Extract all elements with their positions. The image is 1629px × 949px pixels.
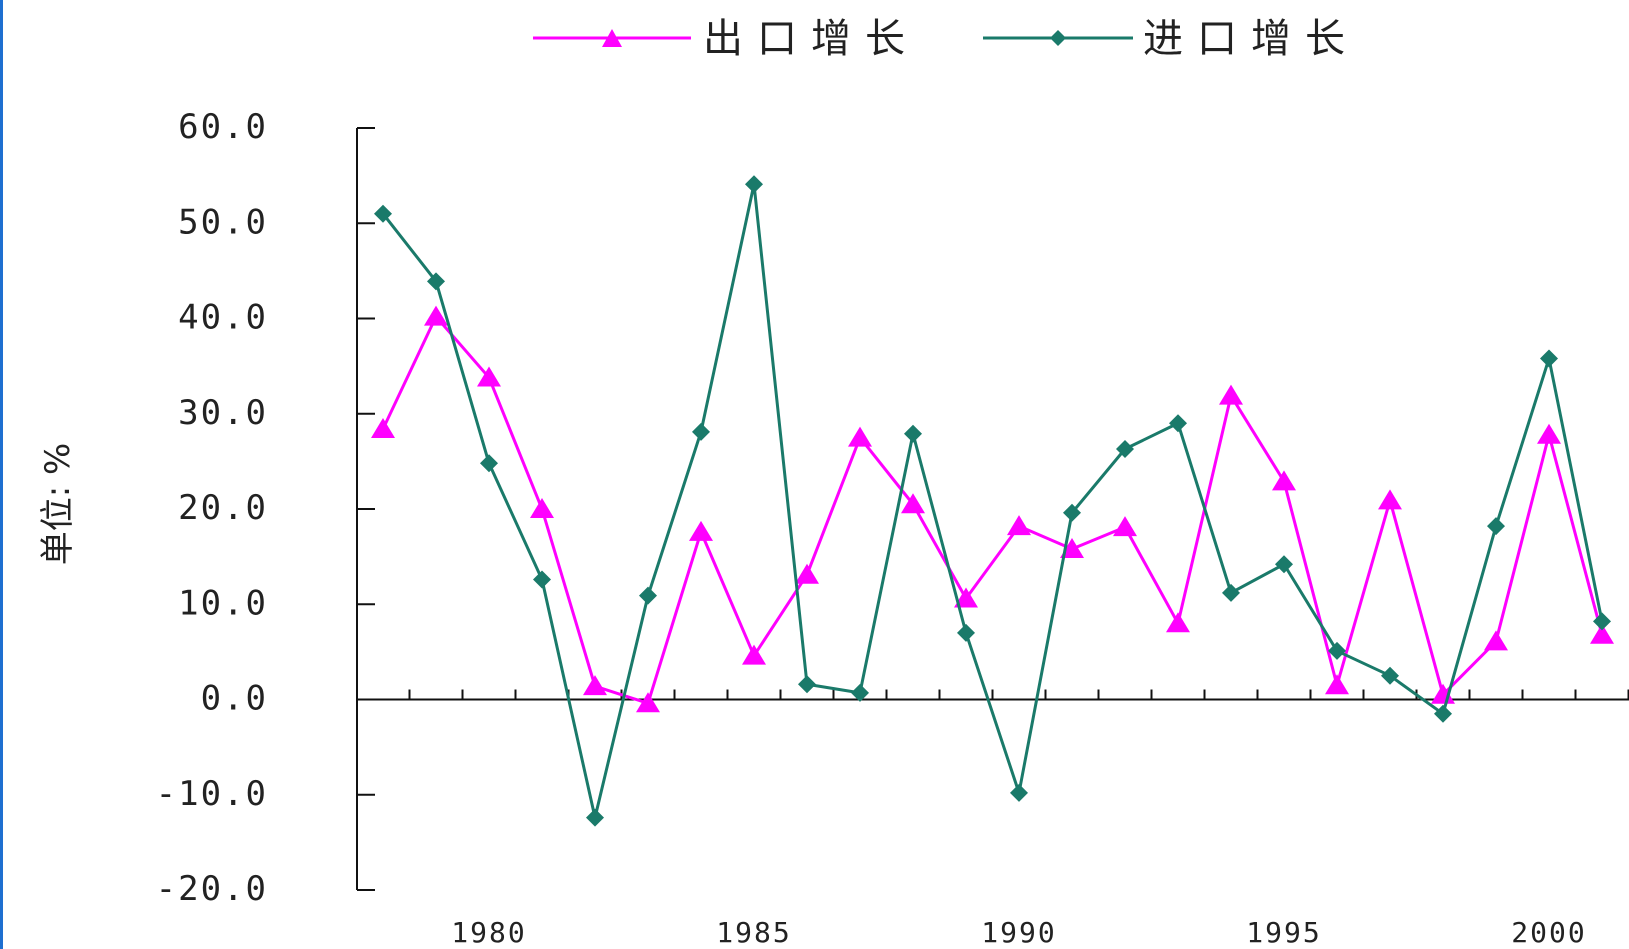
data-point-import <box>1275 555 1293 574</box>
legend-export-label: 出口增长 <box>703 16 919 62</box>
legend: 出口增长 进口增长 <box>533 16 1359 62</box>
data-point-import <box>586 808 604 827</box>
data-point-export <box>1113 516 1137 537</box>
data-point-import <box>1434 704 1452 723</box>
data-point-export <box>636 692 660 713</box>
data-point-export <box>371 417 395 438</box>
data-point-import <box>374 204 392 223</box>
data-point-export <box>954 587 978 608</box>
x-tick-label: 1990 <box>981 916 1056 949</box>
data-point-import <box>1063 503 1081 522</box>
data-point-export <box>689 520 713 541</box>
data-point-export <box>1378 489 1402 510</box>
data-point-export <box>1325 674 1349 695</box>
y-tick-label: 40.0 <box>178 298 268 338</box>
y-axis-label: 单位: % <box>38 443 78 566</box>
data-point-export <box>583 675 607 696</box>
x-tick-label: 1985 <box>716 916 791 949</box>
data-point-import <box>745 175 763 194</box>
data-point-export <box>477 366 501 387</box>
data-point-export <box>1431 683 1455 704</box>
data-point-export <box>1537 423 1561 444</box>
legend-import-label: 进口增长 <box>1143 16 1359 62</box>
data-point-import <box>851 683 869 702</box>
x-tick-label: 1980 <box>451 916 526 949</box>
y-tick-label: 60.0 <box>178 107 268 147</box>
data-point-import <box>1328 641 1346 660</box>
data-point-export <box>795 563 819 584</box>
data-point-import <box>1593 612 1611 631</box>
data-point-export <box>1590 623 1614 644</box>
data-point-import <box>427 272 445 291</box>
data-point-export <box>1060 538 1084 559</box>
data-point-import <box>1116 439 1134 458</box>
x-tick-label: 1995 <box>1246 916 1321 949</box>
data-point-import <box>1540 349 1558 368</box>
data-point-import <box>1222 583 1240 602</box>
data-point-import <box>1381 666 1399 685</box>
legend-import-marker <box>1050 30 1066 46</box>
series-line-export <box>381 315 1604 705</box>
y-tick-label: 0.0 <box>201 679 268 719</box>
series-group <box>371 175 1614 827</box>
y-tick-label: 20.0 <box>178 488 268 528</box>
data-point-export <box>424 305 448 326</box>
data-point-export <box>1484 630 1508 651</box>
legend-export-marker <box>602 29 622 47</box>
data-point-import <box>480 454 498 473</box>
data-point-export <box>848 426 872 447</box>
data-point-import <box>904 424 922 443</box>
data-point-export <box>530 498 554 518</box>
x-tick-label: 2000 <box>1511 916 1586 949</box>
data-point-export <box>742 644 766 665</box>
data-point-import <box>1487 517 1505 536</box>
data-point-import <box>639 586 657 605</box>
data-point-export <box>1272 470 1296 491</box>
data-point-import <box>1169 414 1187 433</box>
data-point-export <box>901 493 925 514</box>
data-point-export <box>1166 612 1190 633</box>
data-point-import <box>798 675 816 694</box>
data-point-import <box>1010 783 1028 802</box>
data-point-export <box>1219 384 1243 405</box>
data-point-import <box>533 570 551 589</box>
y-tick-label: 50.0 <box>178 202 268 242</box>
y-tick-label: -20.0 <box>156 869 268 909</box>
data-point-import <box>957 623 975 642</box>
y-tick-label: 30.0 <box>178 393 268 433</box>
axes: 60.0 50.0 40.0 30.0 20.0 10.0 0.0 -10.0 -20.0 198… <box>156 107 1629 949</box>
data-point-export <box>1007 515 1031 536</box>
data-point-import <box>692 422 710 441</box>
series-line-import <box>381 182 1604 820</box>
y-tick-label: -10.0 <box>156 774 268 814</box>
y-tick-label: 10.0 <box>178 583 268 623</box>
line-chart: 出口增长 进口增长 单位: % 60.0 50.0 40.0 30.0 20.0 10.0… <box>38 16 1629 949</box>
